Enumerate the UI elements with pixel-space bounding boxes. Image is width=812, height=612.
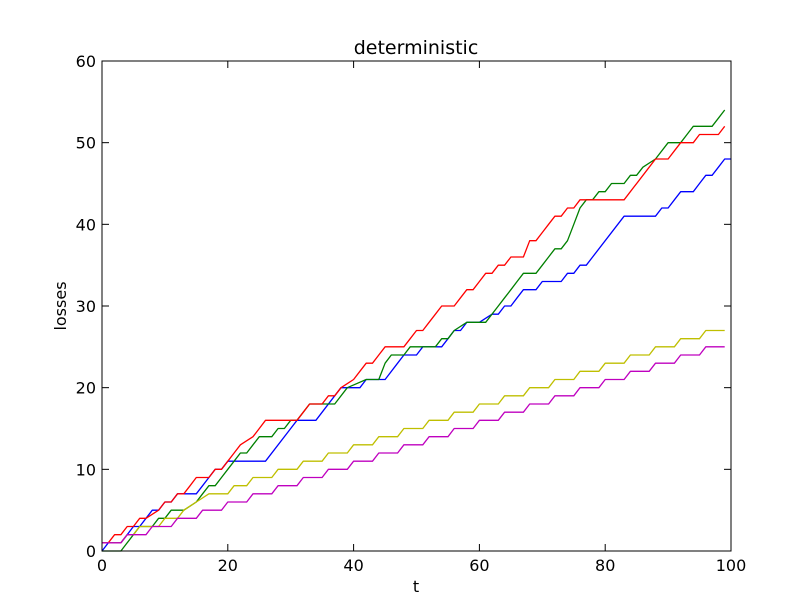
x-tick-label: 0 [97,556,107,575]
x-axis-label: t [413,577,419,596]
y-tick-label: 10 [76,460,96,479]
x-tick-label: 20 [218,556,238,575]
ticks-layer: 0 20 40 60 80 100 0 10 20 30 40 50 60 [76,52,747,575]
x-tick-label: 40 [343,556,363,575]
x-tick-label: 60 [469,556,489,575]
y-tick-label: 0 [86,542,96,561]
y-tick-label: 50 [76,134,96,153]
series-line-5 [102,346,725,544]
y-tick-label: 20 [76,379,96,398]
plot-frame [101,60,732,552]
series-line-2 [102,109,726,552]
y-axis-label: losses [51,281,70,330]
x-tick-label: 80 [595,556,615,575]
y-tick-label: 30 [76,297,96,316]
y-tick-label: 60 [76,52,96,71]
chart-title: deterministic [354,37,479,59]
series-line-4 [102,329,725,544]
y-tick-label: 40 [76,215,96,234]
series-layer [101,109,731,552]
x-tick-label: 100 [716,556,747,575]
series-line-3 [102,125,726,544]
